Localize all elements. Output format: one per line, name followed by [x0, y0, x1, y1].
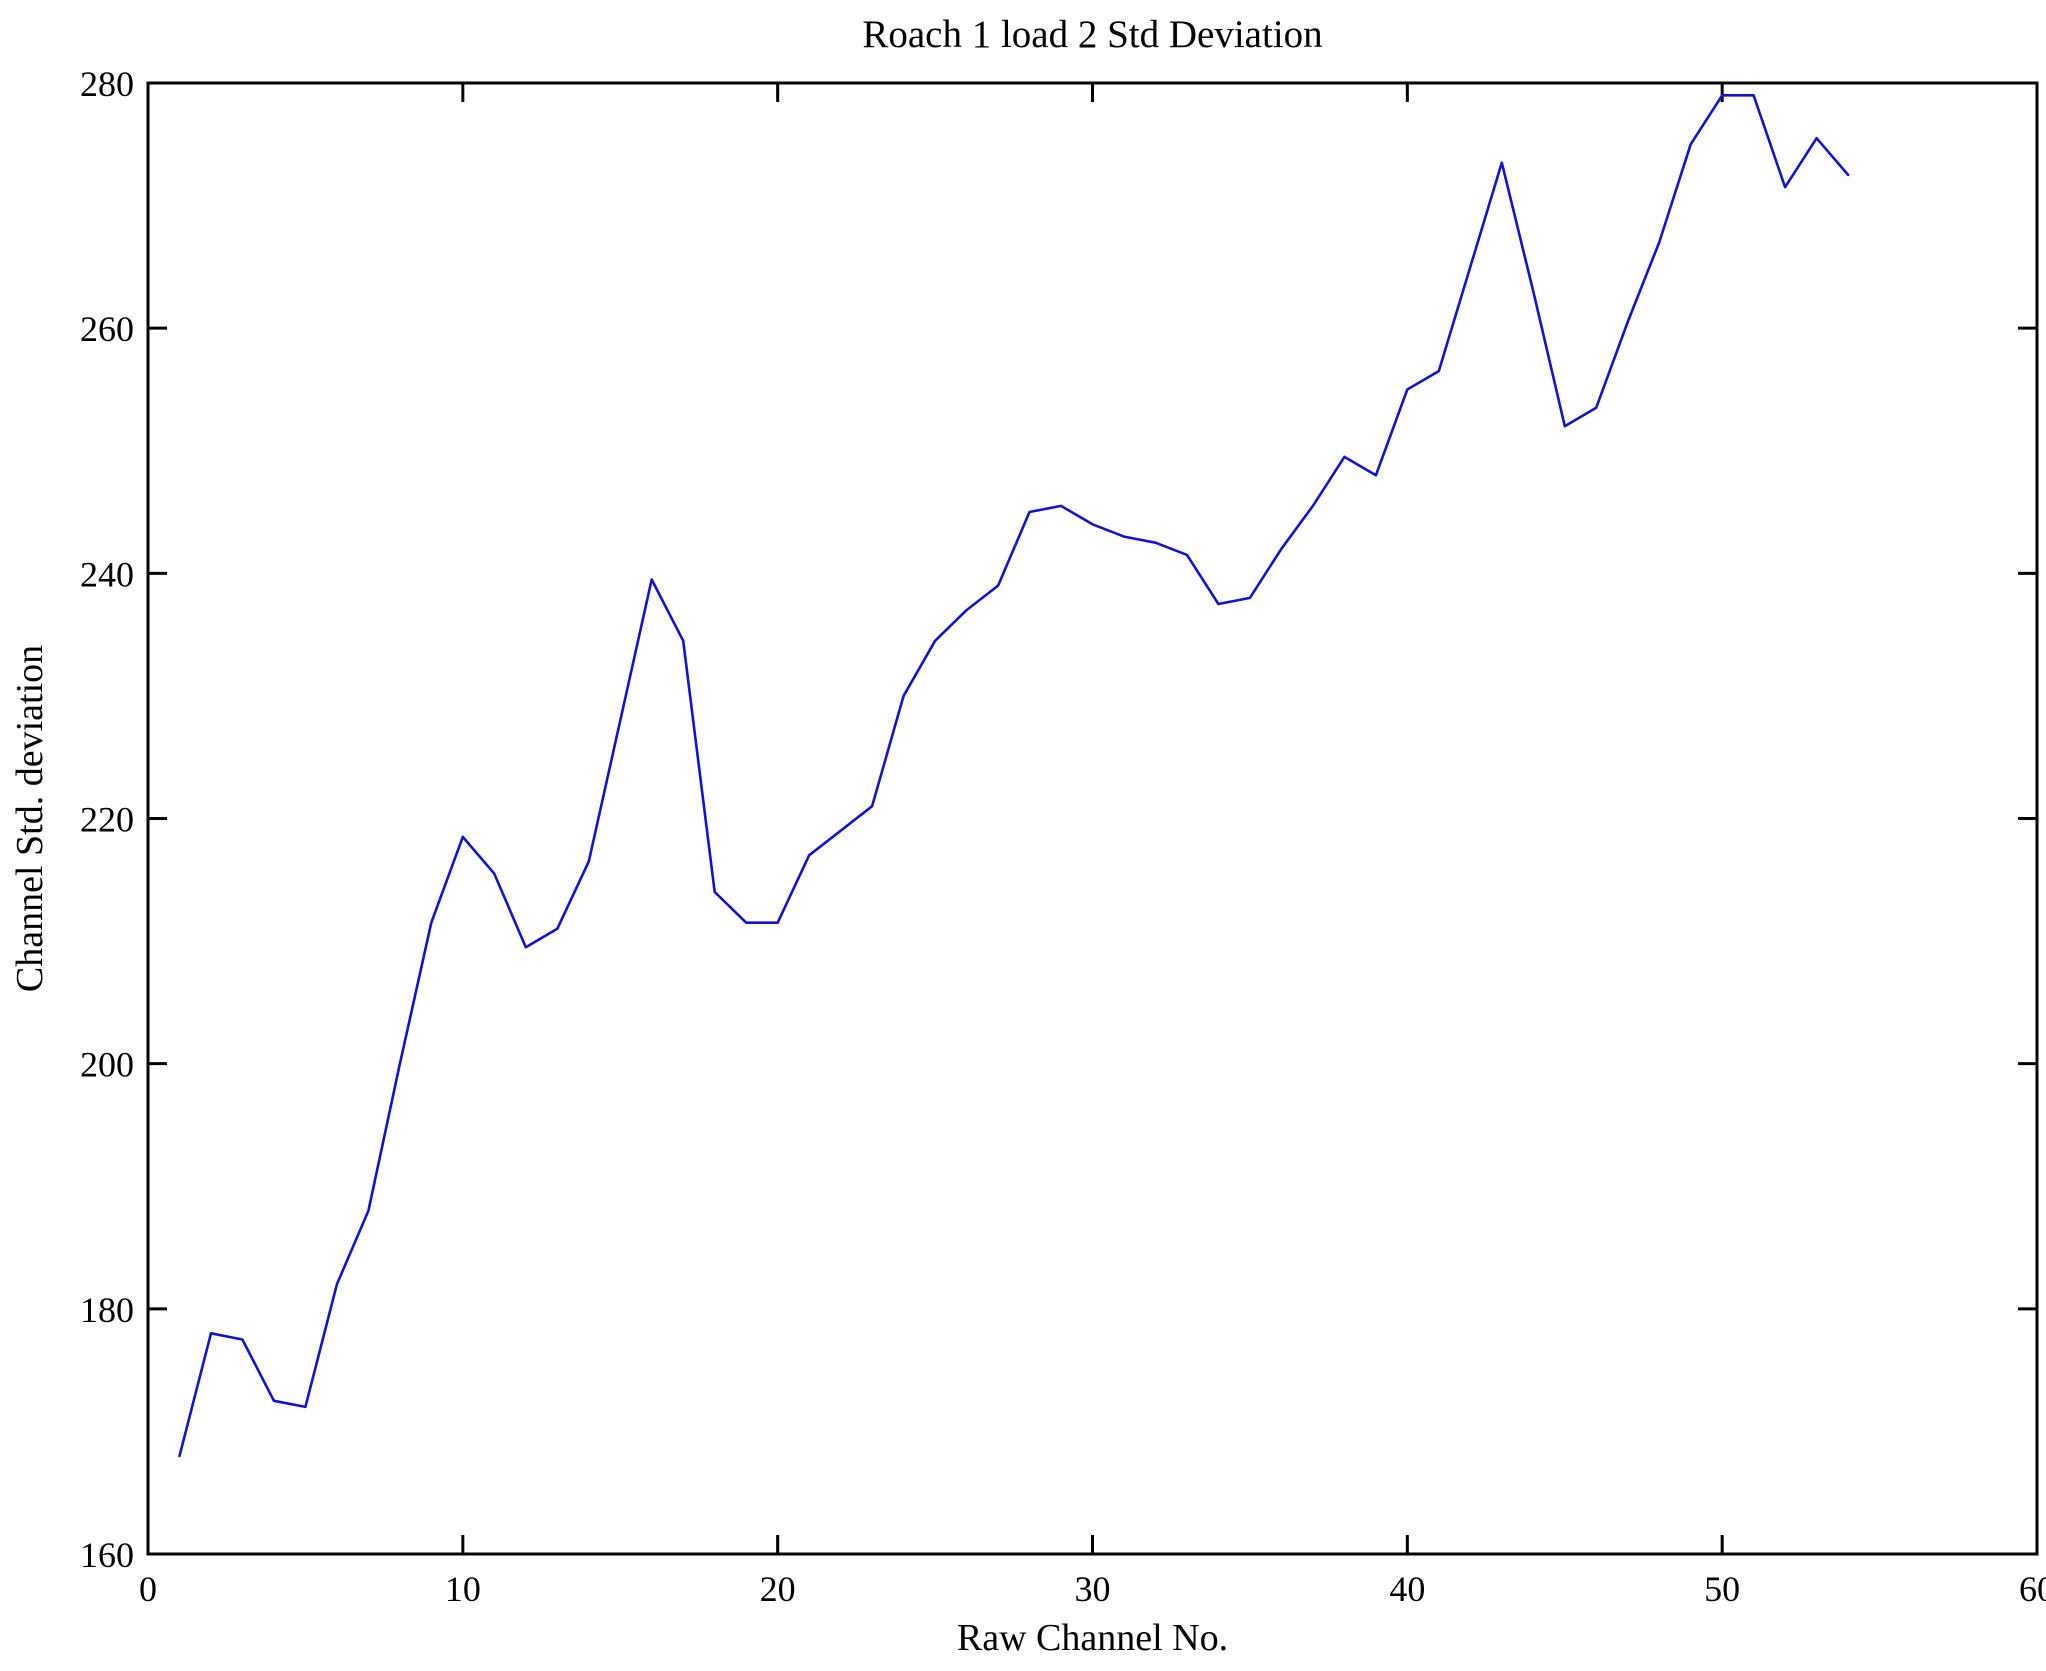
y-axis-label: Channel Std. deviation [9, 645, 51, 992]
chart-title: Roach 1 load 2 Std Deviation [862, 13, 1322, 56]
y-tick-label: 200 [80, 1045, 134, 1085]
data-series-line [178, 94, 1850, 1458]
x-tick-label: 20 [760, 1569, 796, 1609]
x-tick-label: 0 [139, 1569, 157, 1609]
y-tick-label: 260 [80, 309, 134, 349]
x-tick-label: 10 [445, 1569, 481, 1609]
y-tick-label: 280 [80, 64, 134, 104]
x-axis-label: Raw Channel No. [957, 1617, 1228, 1659]
y-tick-label: 240 [80, 554, 134, 594]
y-tick-label: 160 [80, 1535, 134, 1575]
axis-ticks [148, 83, 2037, 1554]
x-tick-label: 60 [2019, 1569, 2046, 1609]
x-tick-label: 30 [1075, 1569, 1111, 1609]
x-tick-label: 50 [1704, 1569, 1740, 1609]
axis-tick-labels: 0 10 20 30 40 50 60 160 180 200 220 240 260 280 [80, 64, 2046, 1609]
y-tick-label: 180 [80, 1290, 134, 1330]
x-tick-label: 40 [1389, 1569, 1425, 1609]
y-tick-label: 220 [80, 800, 134, 840]
plot-box [146, 81, 2039, 1556]
